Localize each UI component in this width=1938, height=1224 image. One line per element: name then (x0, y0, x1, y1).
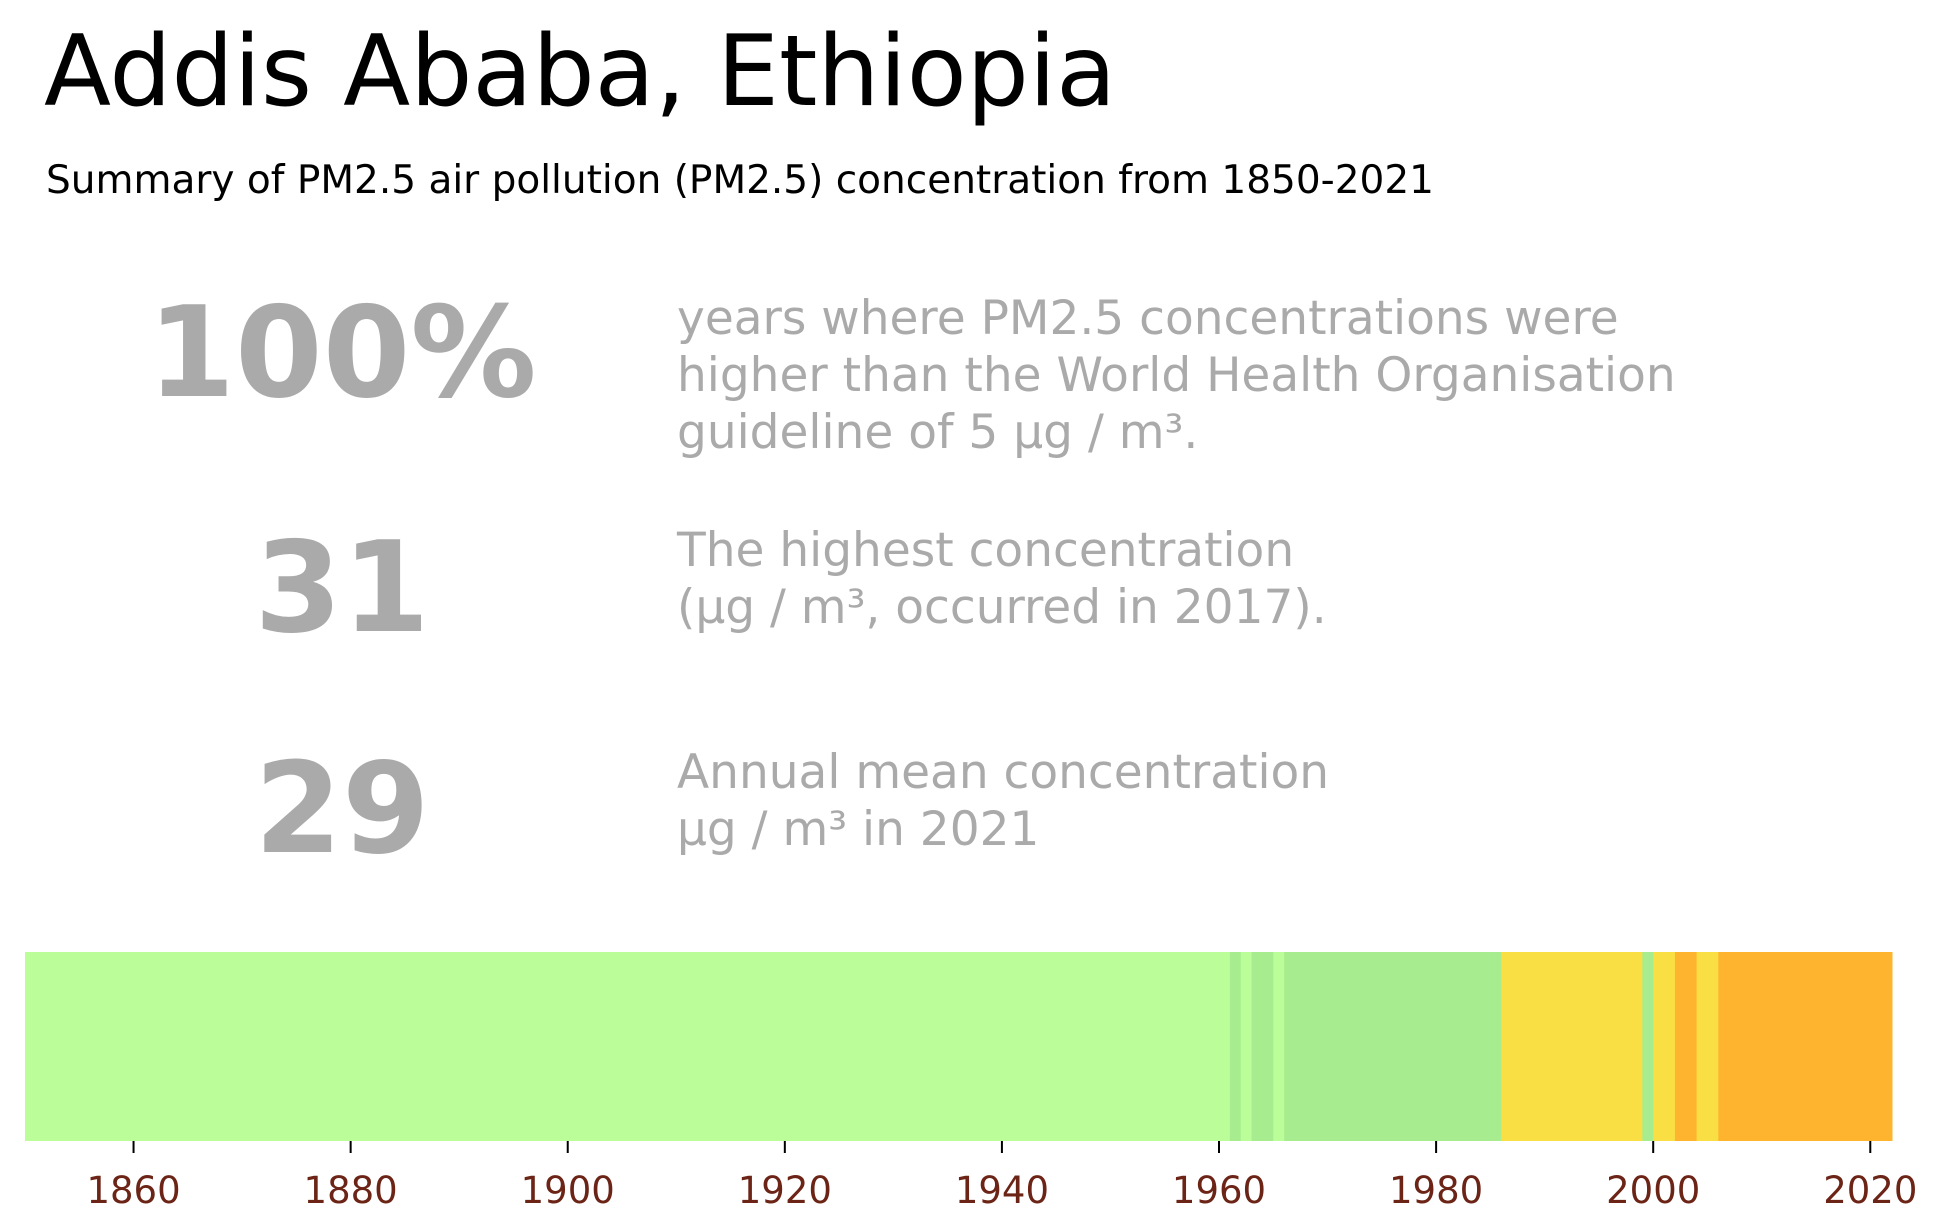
x-tick-label: 1960 (1172, 1169, 1266, 1212)
x-tick-label: 1920 (738, 1169, 832, 1212)
stripe-segment (1273, 952, 1285, 1141)
stat-value-annual-mean: 29 (254, 735, 430, 882)
stat-description-highest: The highest concentration (μg / m³, occu… (677, 523, 1327, 635)
stat-value-highest: 31 (254, 514, 430, 661)
stripe-segment (1229, 952, 1242, 1141)
stat-description-exceedance: years where PM2.5 concentrations were hi… (677, 291, 1676, 460)
stripe-segment (1718, 952, 1893, 1141)
x-tick-label: 1980 (1389, 1169, 1483, 1212)
x-tick-label: 2020 (1823, 1169, 1917, 1212)
x-tick-label: 1900 (521, 1169, 615, 1212)
x-tick-label: 1860 (86, 1169, 180, 1212)
stripe-segment (1240, 952, 1253, 1141)
x-tick-label: 1940 (955, 1169, 1049, 1212)
x-tick-label: 1880 (304, 1169, 398, 1212)
page-subtitle: Summary of PM2.5 air pollution (PM2.5) c… (46, 158, 1434, 203)
page-title: Addis Ababa, Ethiopia (44, 15, 1117, 129)
stripe-segment (1284, 952, 1502, 1141)
stripe-segment (25, 952, 1231, 1141)
stat-value-exceedance: 100% (147, 279, 537, 426)
stripe-segment (1653, 952, 1676, 1141)
stripe-segment (1501, 952, 1643, 1141)
stripe-segment (1674, 952, 1698, 1141)
stripe-segment (1642, 952, 1654, 1141)
stat-description-annual-mean: Annual mean concentration μg / m³ in 202… (677, 745, 1330, 857)
stripe-segment (1696, 952, 1719, 1141)
x-tick-label: 2000 (1606, 1169, 1700, 1212)
stripe-segment (1251, 952, 1274, 1141)
